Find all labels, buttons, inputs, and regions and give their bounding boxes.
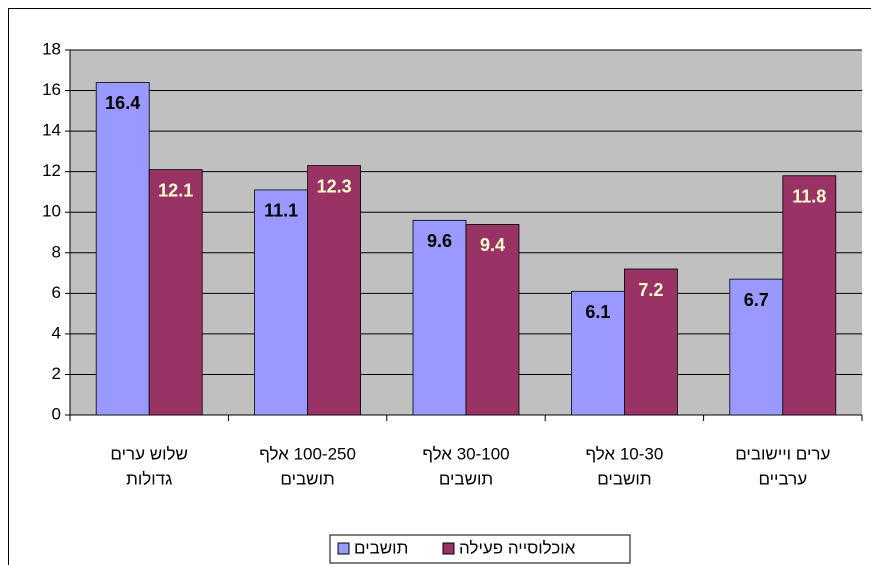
bar [307, 165, 362, 416]
bar [465, 223, 520, 416]
value-label: 16.4 [105, 93, 140, 113]
bar [412, 219, 467, 416]
value-label: 6.1 [585, 302, 610, 322]
value-label: 9.6 [427, 231, 452, 251]
bar [624, 268, 678, 416]
value-label: 12.3 [317, 176, 352, 196]
bar [729, 278, 784, 416]
bar [148, 169, 203, 416]
x-tick-label: תושבים [439, 469, 493, 488]
x-tick-label: 30-100 אלף [422, 444, 509, 463]
y-tick-label: 16 [42, 80, 61, 99]
legend-label: אוכלוסייה פעילה [459, 538, 576, 557]
legend-swatch [442, 542, 455, 555]
value-label: 11.1 [264, 201, 298, 221]
x-tick-label: גדולות [126, 469, 172, 488]
value-label: 11.8 [792, 186, 826, 206]
legend-box [329, 534, 631, 564]
value-label: 9.4 [480, 235, 505, 255]
y-tick-label: 18 [42, 39, 61, 58]
legend-label: תושבים [354, 538, 408, 557]
y-tick-label: 0 [52, 404, 61, 423]
y-tick-label: 6 [52, 283, 61, 302]
x-tick-label: ערביים [758, 469, 807, 488]
x-tick-label: ערים ויישובים [735, 444, 830, 463]
value-label: 7.2 [638, 280, 663, 300]
bar [95, 82, 150, 416]
value-label: 6.7 [744, 290, 769, 310]
x-tick-label: שלוש ערים [110, 444, 188, 463]
y-tick-label: 14 [42, 121, 61, 140]
value-label: 12.1 [158, 180, 193, 200]
y-tick-label: 10 [42, 202, 61, 221]
bar [782, 175, 837, 416]
x-tick-label: תושבים [280, 469, 334, 488]
y-tick-label: 8 [52, 242, 61, 261]
x-tick-label: תושבים [597, 469, 651, 488]
y-tick-label: 12 [42, 161, 61, 180]
y-tick-label: 4 [52, 323, 61, 342]
x-tick-label: 10-30 אלף [585, 444, 663, 463]
x-tick-label: 100-250 אלף [259, 444, 356, 463]
legend-swatch [337, 542, 350, 555]
bar [254, 189, 309, 416]
y-tick-label: 2 [52, 364, 61, 383]
